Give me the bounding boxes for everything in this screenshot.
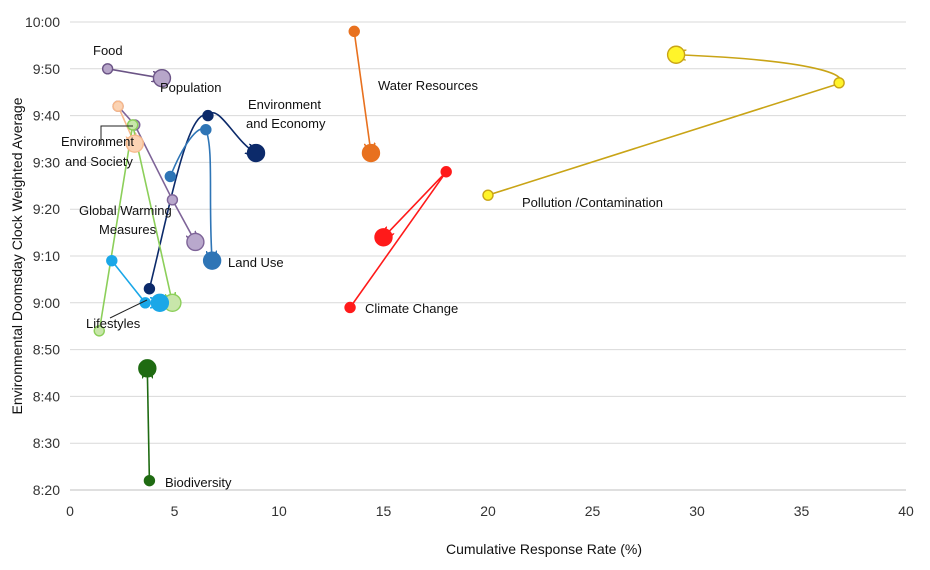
label-leader (109, 299, 148, 319)
data-point (348, 25, 360, 38)
y-tick-label: 9:20 (33, 201, 60, 217)
data-point (246, 143, 266, 163)
series-label: Climate Change (365, 301, 458, 316)
series-line (147, 368, 149, 481)
x-axis-title: Cumulative Response Rate (%) (446, 541, 642, 557)
data-point (186, 232, 205, 252)
x-tick-label: 35 (794, 503, 810, 519)
data-point (202, 251, 222, 270)
data-point (164, 170, 177, 183)
data-point (106, 254, 118, 267)
x-tick-label: 40 (898, 503, 914, 519)
data-point (143, 474, 156, 487)
x-tick-label: 10 (271, 503, 287, 519)
series-line (117, 105, 195, 242)
x-tick-label: 0 (66, 503, 74, 519)
data-point (440, 166, 452, 178)
series-line (98, 124, 172, 332)
y-tick-label: 9:10 (33, 248, 60, 264)
data-point (361, 143, 381, 163)
data-point (666, 45, 686, 64)
data-point (166, 194, 179, 206)
y-tick-label: 9:30 (33, 154, 60, 170)
data-point (143, 283, 156, 295)
series-label: Lifestyles (86, 316, 141, 331)
series-line (148, 112, 256, 289)
data-point (374, 228, 393, 247)
data-point (152, 68, 172, 88)
series-line (349, 171, 447, 308)
y-tick-label: 9:40 (33, 108, 60, 124)
series-line (353, 31, 371, 153)
y-tick-label: 9:00 (33, 295, 60, 311)
data-point (126, 119, 139, 131)
y-tick-label: 9:50 (33, 61, 60, 77)
data-point (138, 359, 157, 378)
data-point (101, 63, 114, 75)
series-label: and Economy (246, 116, 326, 131)
series-label: Land Use (228, 255, 284, 270)
y-tick-label: 10:00 (25, 14, 60, 30)
data-point (482, 189, 494, 201)
series-line (487, 55, 842, 196)
series-points (93, 25, 845, 487)
data-point (202, 109, 214, 122)
axes: 8:20 8:30 8:40 8:50 9:00 9:10 9:20 9:30 9:40 9:50… (25, 14, 914, 519)
x-tick-label: 5 (171, 503, 179, 519)
y-tick-label: 8:20 (33, 482, 60, 498)
y-axis-title: Environmental Doomsday Clock Weighted Av… (9, 97, 25, 414)
series-line (111, 260, 160, 303)
series-label: Food (93, 43, 123, 58)
x-tick-label: 25 (585, 503, 601, 519)
x-tick-label: 20 (480, 503, 496, 519)
series-label: Population (160, 80, 221, 95)
data-point (93, 325, 105, 337)
data-point (150, 293, 170, 312)
y-tick-label: 8:30 (33, 435, 60, 451)
series-label: and Society (65, 154, 133, 169)
data-point (125, 134, 144, 153)
data-point (112, 100, 124, 112)
y-tick-label: 8:40 (33, 388, 60, 404)
y-tick-label: 8:50 (33, 342, 60, 358)
label-leader (100, 125, 133, 145)
series-label: Biodiversity (165, 475, 232, 490)
x-tick-label: 15 (376, 503, 392, 519)
data-point (833, 77, 845, 89)
series-label: Water Resources (378, 78, 478, 93)
x-tick-label: 30 (689, 503, 705, 519)
data-point (344, 301, 356, 314)
data-point (200, 123, 212, 136)
series-label: Environment (61, 134, 134, 149)
series-label: Environment (248, 97, 321, 112)
series-label: Measures (99, 222, 157, 237)
series-label: Global Warming (79, 203, 172, 218)
series-label: Pollution /Contamination (522, 195, 663, 210)
series-labels: Food Population Environment and Society Envi… (61, 43, 663, 490)
